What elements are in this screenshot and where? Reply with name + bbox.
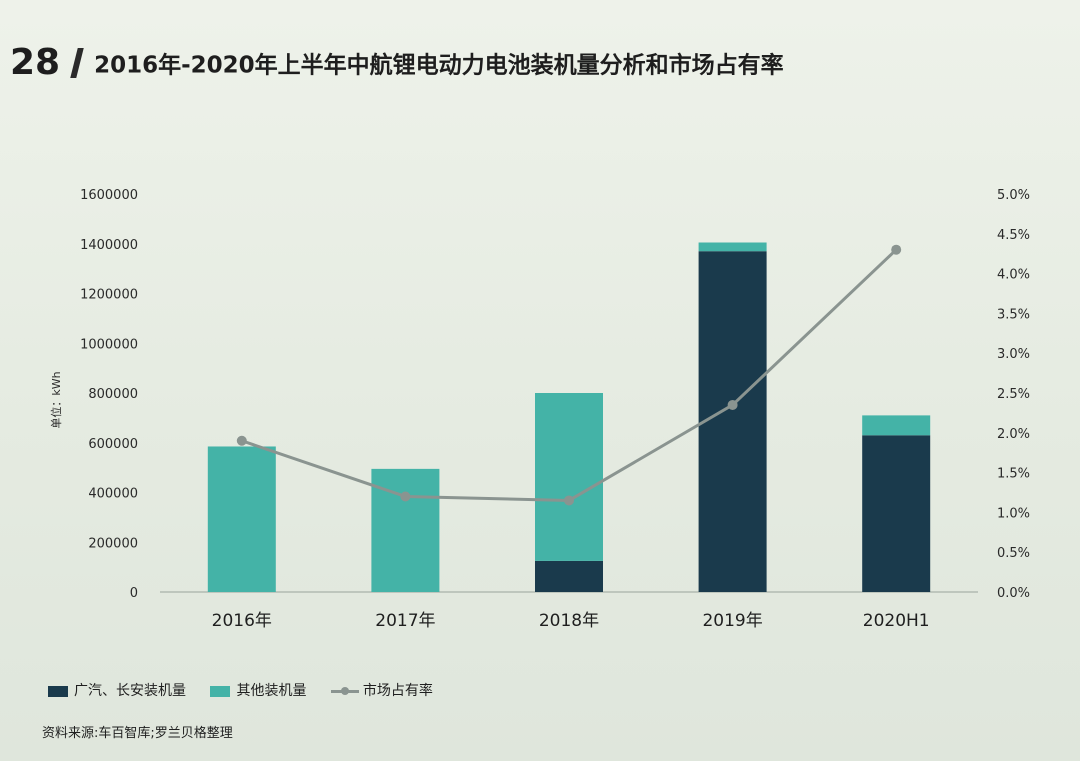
y2-tick-label: 0.5% <box>997 546 1030 561</box>
bar-others <box>207 446 276 592</box>
legend-item-guangqi-changan: 广汽、长安装机量 <box>48 680 186 700</box>
y2-tick-label: 1.5% <box>997 467 1030 482</box>
legend-swatch-line <box>330 686 359 697</box>
y-tick-label: 200000 <box>88 536 138 551</box>
x-tick-label: 2018年 <box>539 611 599 631</box>
bar-guangqi-changan <box>862 435 931 592</box>
figure-header: 28 2016年-2020年上半年中航锂电动力电池装机量分析和市场占有率 <box>10 42 784 92</box>
y2-tick-label: 2.5% <box>997 387 1030 402</box>
x-tick-label: 2019年 <box>702 611 762 631</box>
market-share-point <box>564 495 574 506</box>
legend-label: 市场占有率 <box>362 683 433 699</box>
y2-tick-label: 0.0% <box>997 586 1030 601</box>
y2-tick-label: 2.0% <box>997 427 1030 442</box>
y-tick-label: 0 <box>130 586 138 601</box>
y2-tick-label: 3.5% <box>997 307 1030 322</box>
legend-label: 其他装机量 <box>236 683 307 699</box>
y2-tick-label: 4.5% <box>997 228 1030 243</box>
chart-legend: 广汽、长安装机量 其他装机量 市场占有率 <box>48 680 453 700</box>
legend-item-market-share: 市场占有率 <box>330 680 433 700</box>
y-tick-label: 600000 <box>88 437 138 452</box>
source-note: 资料来源:车百智库;罗兰贝格整理 <box>42 726 233 741</box>
y2-tick-label: 3.0% <box>997 347 1030 362</box>
y-tick-label: 1600000 <box>80 188 138 203</box>
figure-number: 28 <box>10 42 61 83</box>
y2-tick-label: 5.0% <box>997 188 1030 203</box>
market-share-point <box>727 399 738 410</box>
legend-swatch-dark <box>48 685 68 697</box>
bar-guangqi-changan <box>535 560 603 592</box>
x-tick-label: 2017年 <box>375 611 435 631</box>
y-tick-label: 400000 <box>88 487 138 502</box>
figure-title: 2016年-2020年上半年中航锂电动力电池装机量分析和市场占有率 <box>94 52 784 79</box>
legend-swatch-teal <box>210 685 231 697</box>
x-tick-label: 2020H1 <box>863 611 930 631</box>
x-tick-label: 2016年 <box>212 611 272 631</box>
y-tick-label: 1200000 <box>80 288 138 303</box>
bar-others <box>698 242 767 252</box>
y2-tick-label: 4.0% <box>997 268 1030 283</box>
market-share-point <box>236 435 247 446</box>
legend-item-others: 其他装机量 <box>210 680 306 700</box>
market-share-point <box>400 491 411 502</box>
y-axis-label: 单位：kWh <box>49 371 63 428</box>
combo-chart: 0 200000 400000 600000 800000 1000000 1200000 1… <box>49 188 1030 631</box>
y-tick-label: 1400000 <box>80 238 138 253</box>
market-share-point <box>891 244 902 255</box>
y-tick-label: 1000000 <box>80 337 138 352</box>
y-tick-label: 800000 <box>88 387 138 402</box>
bar-others <box>862 415 931 436</box>
y2-tick-label: 1.0% <box>997 506 1030 521</box>
bar-guangqi-changan <box>698 251 767 592</box>
legend-label: 广汽、长安装机量 <box>74 683 186 699</box>
bar-others <box>535 393 603 561</box>
